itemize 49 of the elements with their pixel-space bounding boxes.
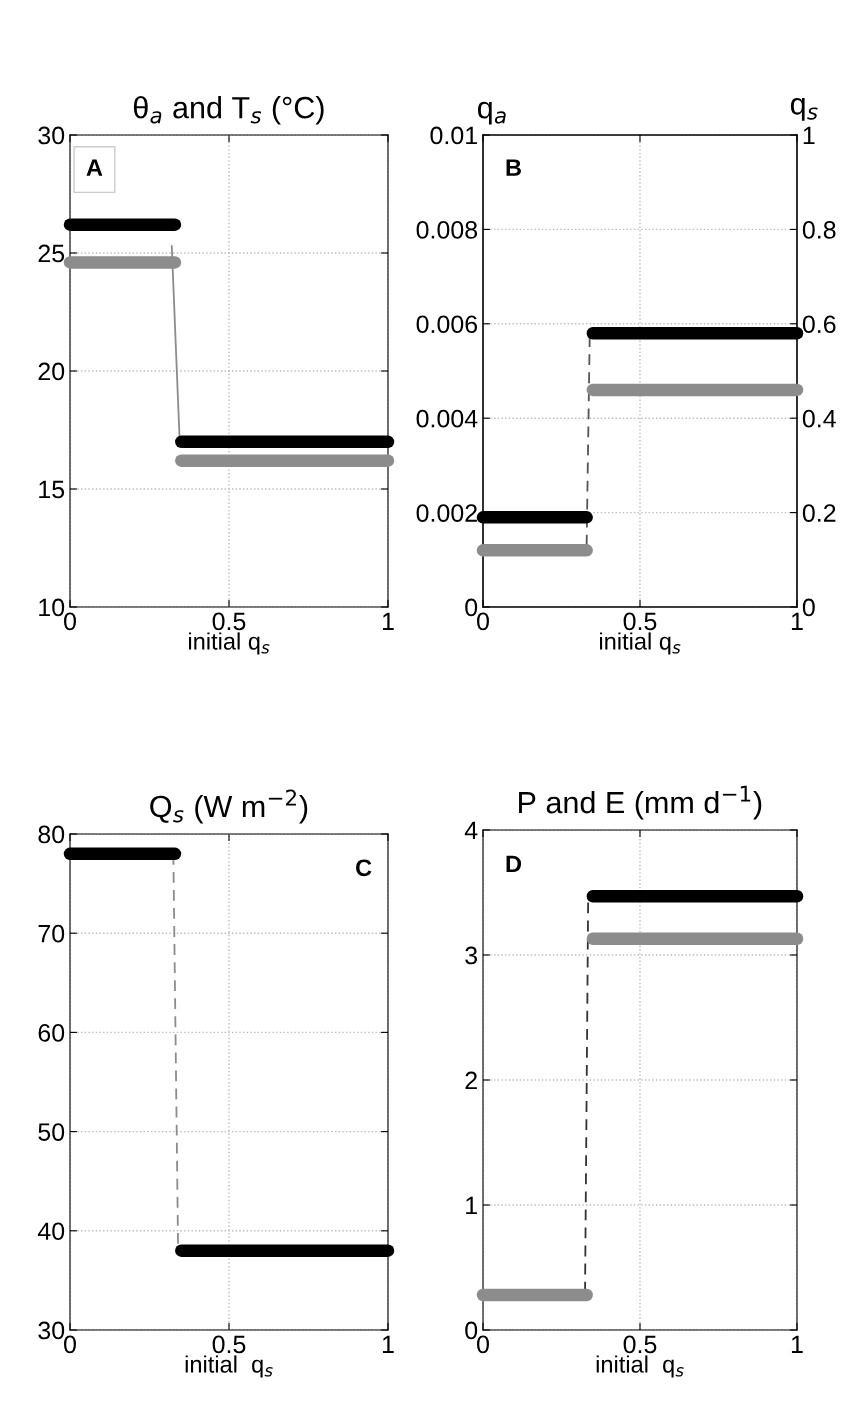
y-tick-label: 80: [38, 825, 65, 844]
y2-tick-label: 1: [803, 126, 815, 145]
y-tick-label: 60: [38, 1024, 65, 1042]
annotation: B: [506, 159, 521, 176]
y-tick-label: 40: [37, 1222, 65, 1241]
y-tick-label: 30: [38, 1321, 65, 1340]
y-tick-label: 15: [39, 480, 65, 499]
y-tick-label: 1: [466, 1196, 477, 1215]
y-tick-label: 0: [465, 598, 478, 617]
y-tick-label: 0.002: [416, 504, 477, 522]
x-tick-label: 1: [382, 1335, 394, 1353]
chart-title: q$_{a}$: [478, 101, 506, 125]
y-tick-label: 0.006: [416, 315, 478, 334]
y-tick-label: 25: [38, 244, 65, 263]
y2-tick-label: 0.8: [802, 221, 836, 239]
x-tick-label: 1: [791, 612, 803, 630]
y-tick-label: 20: [38, 362, 65, 381]
y2-axis-title: q$_{s}$: [790, 97, 818, 121]
chart-title: θ$_{a}$ and T$_{s}$ (°C): [133, 96, 324, 125]
annotation: A: [86, 159, 103, 176]
y-tick-label: 0.01: [430, 126, 477, 145]
y-tick-label: 0.004: [416, 409, 478, 428]
y-tick-label: 0: [465, 1321, 478, 1340]
y2-tick-label: 0.4: [802, 409, 836, 428]
y-tick-label: 10: [39, 598, 65, 617]
x-axis-title: initial q$_{s}$: [600, 632, 681, 655]
y-tick-label: 3: [465, 946, 478, 965]
x-tick-label: 0.5: [623, 1335, 657, 1354]
y-tick-label: 4: [464, 821, 478, 840]
x-axis-title: initial q$_{s}$: [189, 632, 270, 655]
annotation: C: [356, 859, 372, 877]
y2-tick-label: 0: [802, 598, 815, 617]
y2-tick-label: 0.6: [802, 315, 836, 334]
x-tick-label: 1: [791, 1335, 803, 1353]
y2-tick-label: 0.2: [802, 504, 836, 522]
annotation: D: [506, 855, 522, 873]
y-tick-label: 30: [38, 126, 65, 145]
x-axis-title: initial q$_{s}$: [185, 1355, 273, 1378]
y-tick-label: 50: [38, 1123, 65, 1141]
y-tick-label: 2: [465, 1071, 477, 1090]
chart-title: Q$_{s}$ (W m$^{−2}$): [150, 789, 308, 824]
y-tick-label: 70: [38, 924, 65, 943]
chart-title: P and E (mm d$^{−1}$): [519, 785, 762, 820]
x-tick-label: 0.5: [212, 1335, 246, 1354]
x-tick-label: 0.5: [623, 612, 657, 631]
x-axis-title: initial q$_{s}$: [596, 1355, 684, 1378]
x-tick-label: 1: [382, 612, 394, 630]
x-tick-label: 0.5: [212, 612, 246, 631]
y-tick-label: 0.008: [416, 221, 478, 239]
